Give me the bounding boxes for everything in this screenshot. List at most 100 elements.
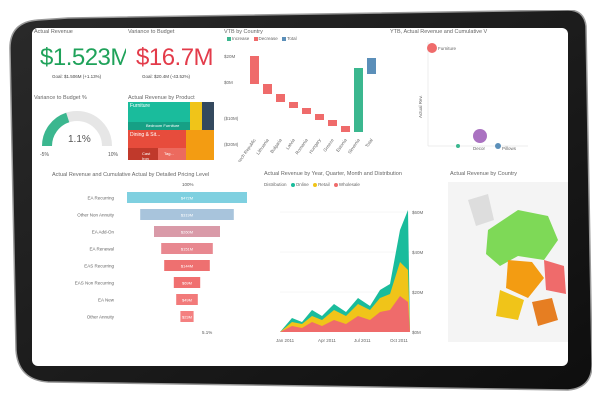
treemap-chart: Furniture Bedroom Furniture Dining & Sit… bbox=[128, 102, 214, 161]
scatter-card[interactable]: YTB, Actual Revenue and Cumulative V Act… bbox=[388, 28, 528, 162]
gauge-max: 10% bbox=[108, 152, 119, 158]
gauge-value: 1.1% bbox=[68, 134, 91, 145]
funnel-bar[interactable] bbox=[164, 260, 210, 271]
category-label: Bulgaria bbox=[269, 137, 283, 154]
area-legend: Distribution Online Retail Wholesale bbox=[264, 182, 360, 187]
funnel-value: $23M bbox=[182, 315, 192, 320]
gauge-min: -5% bbox=[40, 152, 49, 158]
y-tick: $0M bbox=[224, 80, 233, 85]
kpi-goal: Goal: $1.506M (+1.13%) bbox=[52, 74, 102, 79]
y-tick: $20M bbox=[224, 54, 236, 59]
waterfall-bar[interactable] bbox=[367, 58, 376, 74]
waterfall-bar[interactable] bbox=[250, 56, 259, 84]
funnel-label: EA Renewal bbox=[89, 247, 114, 252]
x-tick: Oct 2011 bbox=[390, 338, 408, 343]
tablet-device: Actual Revenue $1.523M Goal: $1.506M (+1… bbox=[8, 10, 592, 392]
map-region bbox=[486, 210, 558, 266]
category-label: Hungary bbox=[308, 137, 322, 154]
treemap-cell-bedroom[interactable]: Bedroom Furniture bbox=[128, 122, 190, 130]
y-tick: $0M bbox=[412, 330, 421, 335]
card-title: Actual Revenue and Cumulative Actual by … bbox=[52, 172, 210, 178]
kpi-actual-revenue-card[interactable]: Actual Revenue $1.523M Goal: $1.506M (+1… bbox=[32, 28, 130, 90]
funnel-bar[interactable] bbox=[180, 311, 194, 322]
europe-map bbox=[448, 182, 568, 342]
y-tick: $60M bbox=[412, 210, 424, 215]
funnel-bar[interactable] bbox=[176, 294, 198, 305]
y-axis-label: Actual Rev. bbox=[418, 95, 423, 118]
legend-label: Online bbox=[295, 182, 309, 187]
legend-label: Total bbox=[287, 36, 297, 41]
waterfall-bar[interactable] bbox=[315, 114, 324, 120]
area-wholesale bbox=[280, 296, 410, 332]
waterfall-bar[interactable] bbox=[276, 94, 285, 102]
legend-label: Increase bbox=[232, 36, 250, 41]
treemap-label: Tag... bbox=[164, 151, 174, 156]
category-label: Czech Republic bbox=[235, 137, 258, 162]
funnel-top-percent: 100% bbox=[182, 182, 194, 187]
legend-label: Decrease bbox=[258, 36, 278, 41]
treemap-cell-tag[interactable]: Tag... bbox=[158, 148, 186, 160]
kpi-variance-card[interactable]: Variance to Budget $16.7M Goal: $20.4M (… bbox=[126, 28, 216, 90]
treemap-label: Cast Iron bbox=[142, 151, 151, 161]
category-label: Greece bbox=[322, 137, 335, 152]
funnel-label: Other Non Annuity bbox=[77, 213, 115, 218]
treemap-cell-yellow[interactable] bbox=[190, 102, 202, 130]
category-label: Latvia bbox=[285, 137, 296, 150]
map-card[interactable]: Actual Revenue by Country bbox=[448, 170, 568, 350]
waterfall-card[interactable]: VTB by Country Increase Decrease Total $… bbox=[222, 28, 382, 162]
y-tick: $20M bbox=[412, 290, 424, 295]
funnel-value: $69M bbox=[182, 281, 192, 286]
funnel-label: EAS Recurring bbox=[84, 264, 114, 269]
waterfall-legend: Increase Decrease Total bbox=[224, 36, 297, 41]
funnel-bar[interactable] bbox=[154, 226, 220, 237]
funnel-label: EAS Non Recurring bbox=[75, 281, 115, 286]
y-tick: ($10M) bbox=[224, 116, 239, 121]
gauge-card[interactable]: Variance to Budget % 1.1% -5% 10% bbox=[32, 94, 122, 162]
treemap-cell-dining[interactable]: Dining & Sit... bbox=[128, 130, 186, 148]
funnel-value: $49M bbox=[182, 298, 192, 303]
waterfall-bar[interactable] bbox=[263, 84, 272, 94]
map-region bbox=[544, 260, 566, 294]
area-chart: $60M $40M $20M $0M Jan 2011 Apr 2011 Jul… bbox=[276, 210, 424, 343]
card-title: Actual Revenue bbox=[34, 29, 73, 35]
kpi-goal: Goal: $20.4M (-43.52%) bbox=[142, 74, 191, 79]
gauge-chart bbox=[42, 111, 112, 147]
waterfall-bar[interactable] bbox=[354, 68, 363, 132]
waterfall-bar[interactable] bbox=[302, 108, 311, 114]
scatter-point bbox=[427, 43, 437, 53]
card-title: Actual Revenue by Product bbox=[128, 95, 195, 101]
treemap-cell-furniture[interactable]: Furniture bbox=[128, 102, 190, 122]
map-region bbox=[468, 194, 494, 226]
point-label: Pillows bbox=[502, 146, 517, 151]
funnel-bar[interactable] bbox=[161, 243, 213, 254]
funnel-value: $472M bbox=[181, 196, 193, 201]
funnel-bottom-percent: 5.1% bbox=[202, 330, 213, 335]
kpi-value: $16.7M bbox=[136, 44, 214, 71]
scatter-point bbox=[456, 144, 460, 148]
x-tick: Jul 2011 bbox=[354, 338, 371, 343]
treemap-cell-castiron[interactable]: Cast Iron bbox=[128, 148, 158, 161]
waterfall-bar[interactable] bbox=[328, 120, 337, 126]
treemap-cell-orange[interactable] bbox=[186, 130, 214, 160]
treemap-cell-dark[interactable] bbox=[202, 102, 214, 130]
category-label: Estonia bbox=[335, 137, 348, 153]
funnel-chart: $472M EA Recurring $319M Other Non Annuity $… bbox=[75, 192, 247, 322]
funnel-card[interactable]: Actual Revenue and Cumulative Actual by … bbox=[32, 170, 252, 350]
funnel-label: Other Annuity bbox=[87, 315, 115, 320]
legend-swatch bbox=[313, 182, 318, 187]
legend-swatch bbox=[253, 36, 258, 41]
area-chart-card[interactable]: Actual Revenue by Year, Quarter, Month a… bbox=[262, 170, 442, 350]
point-label: Decor bbox=[473, 146, 486, 151]
funnel-bar[interactable] bbox=[127, 192, 247, 203]
funnel-bar[interactable] bbox=[173, 277, 201, 288]
x-tick: Apr 2011 bbox=[318, 338, 336, 343]
waterfall-bar[interactable] bbox=[289, 102, 298, 108]
waterfall-bar[interactable] bbox=[341, 126, 350, 132]
funnel-bar[interactable] bbox=[140, 209, 234, 220]
treemap-label: Dining & Sit... bbox=[130, 132, 161, 138]
treemap-card[interactable]: Actual Revenue by Product Furniture Bedr… bbox=[126, 94, 216, 162]
kpi-value: $1.523M bbox=[40, 44, 130, 71]
legend-swatch bbox=[333, 182, 338, 187]
scatter-chart: Actual Rev. Furniture Decor Pillows bbox=[418, 42, 528, 151]
legend-swatch bbox=[227, 36, 231, 41]
